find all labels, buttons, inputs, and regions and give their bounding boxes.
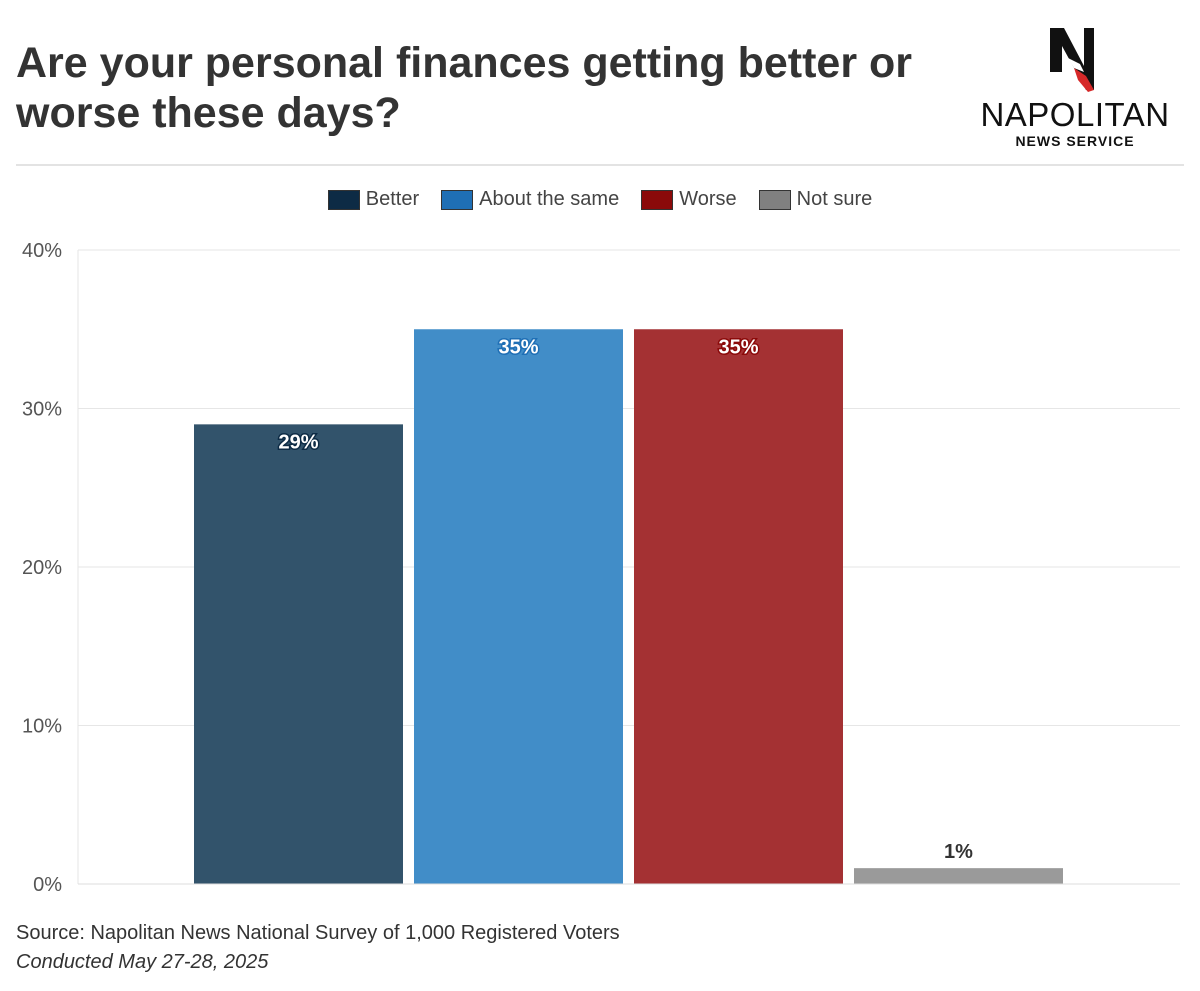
title-divider (16, 164, 1184, 166)
legend-swatch (758, 189, 791, 210)
napolitan-eagle-n-icon (1050, 28, 1094, 92)
legend-item-about-the-same: About the same (441, 188, 619, 211)
y-tick-label: 40% (22, 240, 62, 262)
legend-item-worse: Worse (641, 188, 737, 211)
y-tick-label: 20% (22, 557, 62, 579)
bar (854, 868, 1063, 884)
bar (634, 329, 843, 884)
legend-label: About the same (479, 188, 620, 210)
bar-value-label: 35% (498, 336, 538, 358)
legend-label: Not sure (796, 188, 873, 210)
y-tick-label: 30% (22, 399, 62, 421)
chart-legend: Better About the same Worse Not sure (0, 188, 1200, 211)
chart-title: Are your personal finances getting bette… (16, 39, 913, 137)
source-note: Source: Napolitan News National Survey o… (16, 922, 620, 944)
legend-swatch (641, 189, 674, 210)
legend-label: Worse (679, 188, 737, 210)
logo-subtitle: NEWS SERVICE (1015, 133, 1135, 149)
bar-value-label: 1% (944, 841, 973, 863)
legend-label: Better (365, 188, 420, 210)
y-tick-label: 0% (33, 874, 62, 896)
legend-swatch (327, 189, 360, 210)
legend-swatch (441, 189, 474, 210)
bar (414, 329, 623, 884)
legend-item-better: Better (327, 188, 420, 211)
logo-name: NAPOLITAN (980, 96, 1170, 133)
bar-value-label: 35% (718, 336, 758, 358)
napolitan-logo: NAPOLITAN NEWS SERVICE (972, 26, 1178, 156)
bar-chart: 0% 10% 20% 30% 40% 29% 35% 35% 1% (22, 240, 1180, 896)
survey-date: Conducted May 27-28, 2025 (16, 951, 269, 973)
legend-item-not-sure: Not sure (758, 188, 873, 211)
bar (194, 424, 403, 884)
y-tick-label: 10% (22, 716, 62, 738)
bar-value-label: 29% (278, 431, 318, 453)
